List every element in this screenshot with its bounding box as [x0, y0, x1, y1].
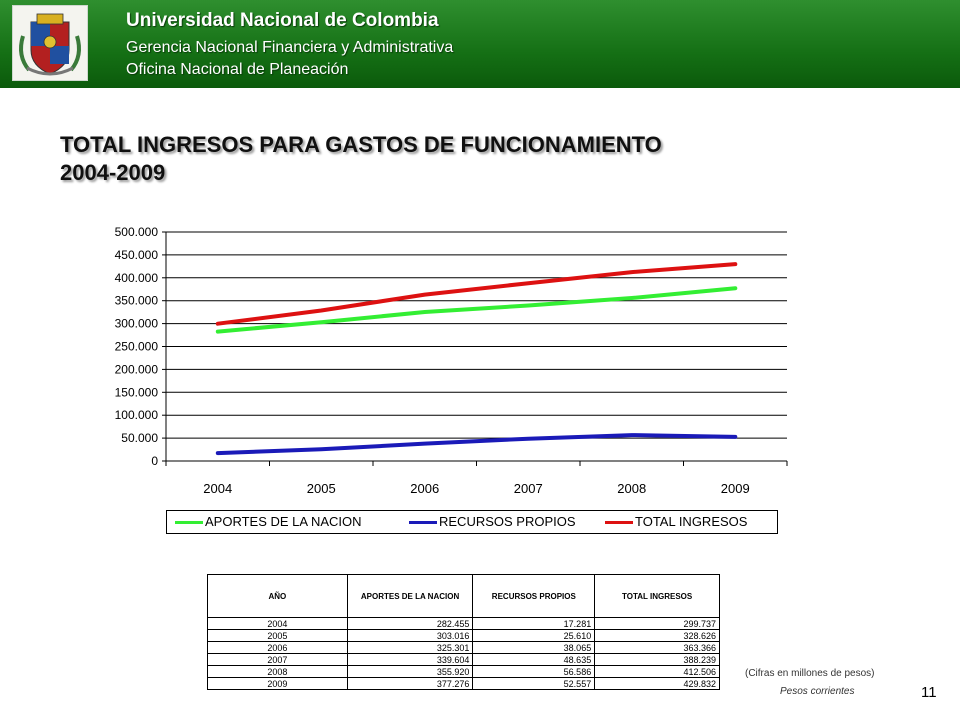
- table-cell-recursos: 52.557: [472, 677, 596, 690]
- table-cell-recursos: 25.610: [472, 629, 596, 642]
- table-cell-total: 429.832: [594, 677, 720, 690]
- table-cell-total: 388.239: [594, 653, 720, 666]
- table-cell-recursos: 17.281: [472, 617, 596, 630]
- university-coat-of-arms-icon: [12, 5, 88, 81]
- table-row: 2005 303.016 25.610 328.626: [207, 629, 720, 642]
- column-header-total: TOTAL INGRESOS: [594, 574, 720, 618]
- y-tick-label: 250.000: [115, 340, 159, 354]
- table-cell-recursos: 56.586: [472, 665, 596, 678]
- x-tick-label: 2009: [721, 481, 750, 496]
- series-line-3: [215, 262, 738, 326]
- table-cell-year: 2007: [207, 653, 348, 666]
- column-header-year: AÑO: [207, 574, 348, 618]
- y-tick-label: 500.000: [115, 225, 159, 239]
- y-tick-label: 200.000: [115, 362, 159, 376]
- legend-label-total: TOTAL INGRESOS: [635, 514, 748, 529]
- table-cell-aportes: 303.016: [346, 629, 474, 642]
- table-cell-recursos: 38.065: [472, 641, 596, 654]
- table-cell-total: 299.737: [594, 617, 720, 630]
- legend-swatch-recursos: [409, 521, 437, 524]
- slide-title-line-2: 2004-2009: [60, 160, 166, 185]
- data-table: AÑO APORTES DE LA NACION RECURSOS PROPIO…: [207, 574, 720, 690]
- table-cell-aportes: 377.276: [346, 677, 474, 690]
- table-row: 2007 339.604 48.635 388.239: [207, 653, 720, 666]
- column-header-aportes: APORTES DE LA NACION: [346, 574, 474, 618]
- table-cell-year: 2009: [207, 677, 348, 690]
- slide-title-line-1: TOTAL INGRESOS PARA GASTOS DE FUNCIONAMI…: [60, 132, 662, 157]
- table-cell-year: 2006: [207, 641, 348, 654]
- y-tick-label: 100.000: [115, 408, 159, 422]
- table-cell-total: 363.366: [594, 641, 720, 654]
- series-line-1: [215, 286, 738, 334]
- table-row: 2009 377.276 52.557 429.832: [207, 677, 720, 690]
- header-banner: Universidad Nacional de Colombia Gerenci…: [0, 0, 960, 88]
- table-row: 2004 282.455 17.281 299.737: [207, 617, 720, 630]
- units-note: (Cifras en millones de pesos): [745, 668, 875, 679]
- table-cell-recursos: 48.635: [472, 653, 596, 666]
- y-tick-label: 450.000: [115, 248, 159, 262]
- table-row: 2006 325.301 38.065 363.366: [207, 641, 720, 654]
- x-tick-label: 2008: [617, 481, 646, 496]
- table-cell-total: 328.626: [594, 629, 720, 642]
- table-row: 2008 355.920 56.586 412.506: [207, 665, 720, 678]
- y-tick-label: 50.000: [121, 431, 158, 445]
- series-line-2: [215, 433, 738, 456]
- table-cell-year: 2004: [207, 617, 348, 630]
- y-tick-label: 0: [151, 454, 158, 468]
- y-tick-label: 400.000: [115, 271, 159, 285]
- table-cell-year: 2008: [207, 665, 348, 678]
- table-cell-aportes: 325.301: [346, 641, 474, 654]
- x-tick-label: 2004: [203, 481, 232, 496]
- university-name: Universidad Nacional de Colombia: [126, 10, 439, 31]
- table-cell-total: 412.506: [594, 665, 720, 678]
- legend-swatch-total: [605, 521, 633, 524]
- y-tick-label: 150.000: [115, 385, 159, 399]
- legend-swatch-aportes: [175, 521, 203, 524]
- page-number: 11: [921, 684, 937, 701]
- x-tick-label: 2007: [514, 481, 543, 496]
- table-cell-year: 2005: [207, 629, 348, 642]
- table-cell-aportes: 282.455: [346, 617, 474, 630]
- table-header-row: AÑO APORTES DE LA NACION RECURSOS PROPIO…: [207, 574, 720, 618]
- slide-title: TOTAL INGRESOS PARA GASTOS DE FUNCIONAMI…: [60, 131, 662, 187]
- x-tick-label: 2006: [410, 481, 439, 496]
- table-cell-aportes: 339.604: [346, 653, 474, 666]
- y-tick-label: 300.000: [115, 317, 159, 331]
- prices-note: Pesos corrientes: [780, 686, 855, 697]
- legend-label-recursos: RECURSOS PROPIOS: [439, 514, 576, 529]
- legend-label-aportes: APORTES DE LA NACION: [205, 514, 362, 529]
- chart-legend: APORTES DE LA NACION RECURSOS PROPIOS TO…: [166, 510, 778, 534]
- y-tick-label: 350.000: [115, 294, 159, 308]
- x-tick-label: 2005: [307, 481, 336, 496]
- column-header-recursos: RECURSOS PROPIOS: [472, 574, 596, 618]
- table-cell-aportes: 355.920: [346, 665, 474, 678]
- office-name: Oficina Nacional de Planeación: [126, 61, 349, 78]
- department-name: Gerencia Nacional Financiera y Administr…: [126, 39, 454, 56]
